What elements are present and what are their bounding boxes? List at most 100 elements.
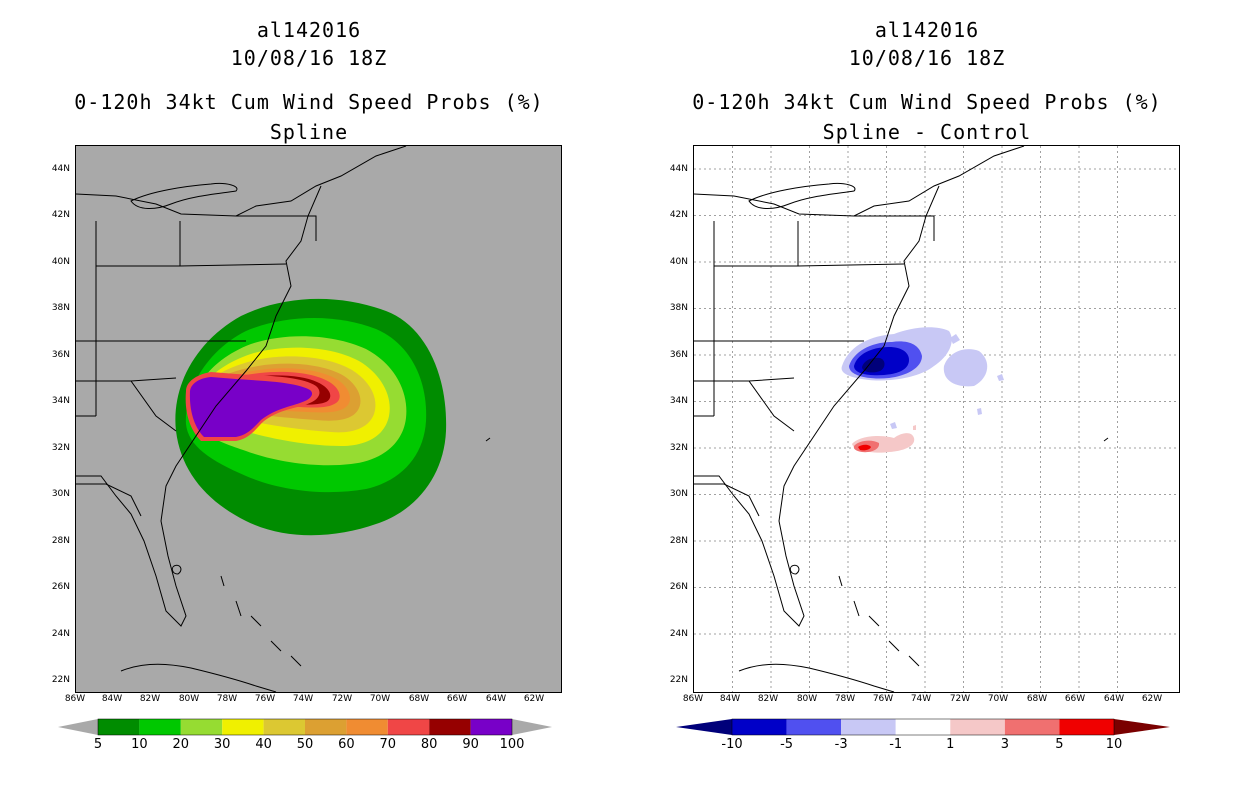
colorbar-swatch — [305, 719, 347, 735]
neg-1-east — [943, 349, 988, 387]
lat-label: 42N — [669, 210, 688, 220]
lon-label: 64W — [1103, 694, 1125, 704]
colorbar-label: 5 — [93, 737, 103, 752]
lon-label: 66W — [1064, 694, 1086, 704]
lat-label: 38N — [669, 303, 688, 313]
probability-map — [75, 145, 562, 693]
lat-label: 28N — [51, 536, 70, 546]
colorbar-label: 20 — [172, 737, 190, 752]
lon-label: 80W — [178, 694, 200, 704]
colorbar-label: 30 — [213, 737, 231, 752]
lat-label: 34N — [51, 396, 70, 406]
coastlines — [694, 146, 1109, 692]
colorbar-swatch — [387, 719, 430, 735]
colorbar-label: -3 — [834, 737, 848, 752]
colorbar-label: 60 — [338, 737, 355, 752]
colorbar-swatch — [98, 719, 140, 735]
difference-contours — [841, 327, 1004, 453]
state-lines — [694, 215, 935, 432]
lat-label: 44N — [51, 164, 70, 174]
colorbar-swatch — [950, 719, 1005, 735]
pos-1-speck — [913, 425, 916, 430]
lon-label: 84W — [719, 694, 741, 704]
colorbar-label: 10 — [1105, 737, 1123, 752]
lon-label: 68W — [408, 694, 430, 704]
datetime-title: 10/08/16 18Z — [230, 46, 388, 70]
lon-label: 64W — [485, 694, 507, 704]
subtitle: Spline — [269, 120, 349, 144]
lat-label: 30N — [669, 489, 688, 499]
lon-label: 74W — [292, 694, 314, 704]
lon-label: 68W — [1026, 694, 1048, 704]
colorbar-swatch — [180, 719, 223, 735]
lat-label: 24N — [669, 629, 688, 639]
lat-label: 22N — [669, 675, 688, 685]
neg-1-speck — [997, 374, 1004, 381]
colorbar — [676, 718, 1176, 736]
lat-label: 24N — [51, 629, 70, 639]
colorbar-label: -5 — [780, 737, 794, 752]
cuba-coast — [738, 663, 895, 692]
colorbar-swatch — [895, 719, 951, 735]
product-title: 0-120h 34kt Cum Wind Speed Probs (%) — [692, 90, 1162, 114]
colorbar-arrow-right — [1114, 719, 1170, 735]
contour-100 — [189, 377, 313, 437]
colorbar-swatch — [1004, 719, 1060, 735]
subtitle: Spline - Control — [822, 120, 1032, 144]
florida-lake — [789, 564, 800, 575]
colorbar-swatch — [222, 719, 264, 735]
colorbar-label: 10 — [131, 737, 148, 752]
lon-label: 74W — [910, 694, 932, 704]
bahamas — [838, 437, 1109, 667]
lat-label: 42N — [51, 210, 70, 220]
lat-label: 32N — [669, 443, 688, 453]
difference-map — [693, 145, 1180, 693]
great-lakes — [130, 183, 238, 209]
lon-label: 70W — [369, 694, 391, 704]
right-panel: al142016 10/08/16 18Z 0-120h 34kt Cum Wi… — [618, 0, 1236, 800]
lat-label: 28N — [669, 536, 688, 546]
colorbar-label: 5 — [1055, 737, 1064, 752]
lat-label: 36N — [669, 350, 688, 360]
lon-label: 70W — [987, 694, 1009, 704]
colorbar-swatch — [1059, 719, 1114, 735]
pos-5 — [858, 444, 871, 451]
product-title: 0-120h 34kt Cum Wind Speed Probs (%) — [74, 90, 544, 114]
colorbar-label: 50 — [296, 737, 314, 752]
lat-label: 44N — [669, 164, 688, 174]
gulf-coast — [694, 483, 760, 517]
us-east-coast — [76, 185, 322, 627]
difference-map-svg — [694, 146, 1179, 692]
colorbar-label: 1 — [946, 737, 955, 752]
neg-1-speck2 — [977, 408, 982, 415]
lon-label: 62W — [1141, 694, 1163, 704]
lat-label: 30N — [51, 489, 70, 499]
colorbar-swatch — [346, 719, 388, 735]
datetime-title: 10/08/16 18Z — [848, 46, 1006, 70]
lon-label: 78W — [216, 694, 238, 704]
colorbar-swatch — [139, 719, 181, 735]
colorbar-label: 80 — [420, 737, 438, 752]
lat-label: 40N — [669, 257, 688, 267]
colorbar-outline — [97, 718, 513, 736]
lon-label: 84W — [101, 694, 123, 704]
bahamas — [220, 437, 491, 667]
colorbar-swatch — [786, 719, 842, 735]
colorbar-swatch — [841, 719, 896, 735]
lon-label: 66W — [446, 694, 468, 704]
probability-map-svg — [76, 146, 491, 692]
lon-label: 72W — [949, 694, 971, 704]
florida-lake — [171, 564, 182, 575]
colorbar-arrow-right — [512, 719, 552, 735]
neg-1-south — [890, 422, 897, 429]
cuba-coast — [120, 663, 277, 692]
state-lines — [76, 215, 317, 432]
colorbar-svg — [676, 718, 1170, 736]
us-east-coast — [694, 185, 940, 627]
canada-border — [76, 146, 407, 217]
lat-label: 40N — [51, 257, 70, 267]
lon-label: 72W — [331, 694, 353, 704]
lat-label: 38N — [51, 303, 70, 313]
lat-label: 26N — [51, 582, 70, 592]
lat-label: 36N — [51, 350, 70, 360]
